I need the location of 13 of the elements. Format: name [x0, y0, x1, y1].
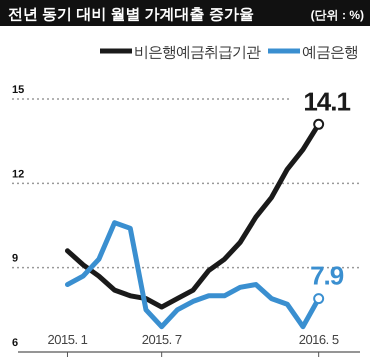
legend-label: 예금은행 [302, 44, 358, 61]
y-tick-label: 6 [12, 337, 18, 349]
annotation: 14.1 [303, 86, 350, 116]
x-tick-label: 2015. 1 [48, 332, 88, 347]
y-tick-label: 12 [12, 168, 24, 180]
y-tick-label: 9 [12, 252, 18, 265]
x-tick-label: 2016. 5 [298, 332, 339, 347]
x-tick-label: 2015. 7 [142, 332, 182, 347]
legend-label: 비은행예금취급기관 [134, 44, 261, 61]
y-tick-label: 15 [12, 84, 24, 96]
annotation: 7.9 [310, 260, 344, 291]
chart-title: 전년 동기 대비 월별 가계대출 증가율 [8, 6, 254, 23]
text: (단위 : %) [310, 8, 364, 22]
